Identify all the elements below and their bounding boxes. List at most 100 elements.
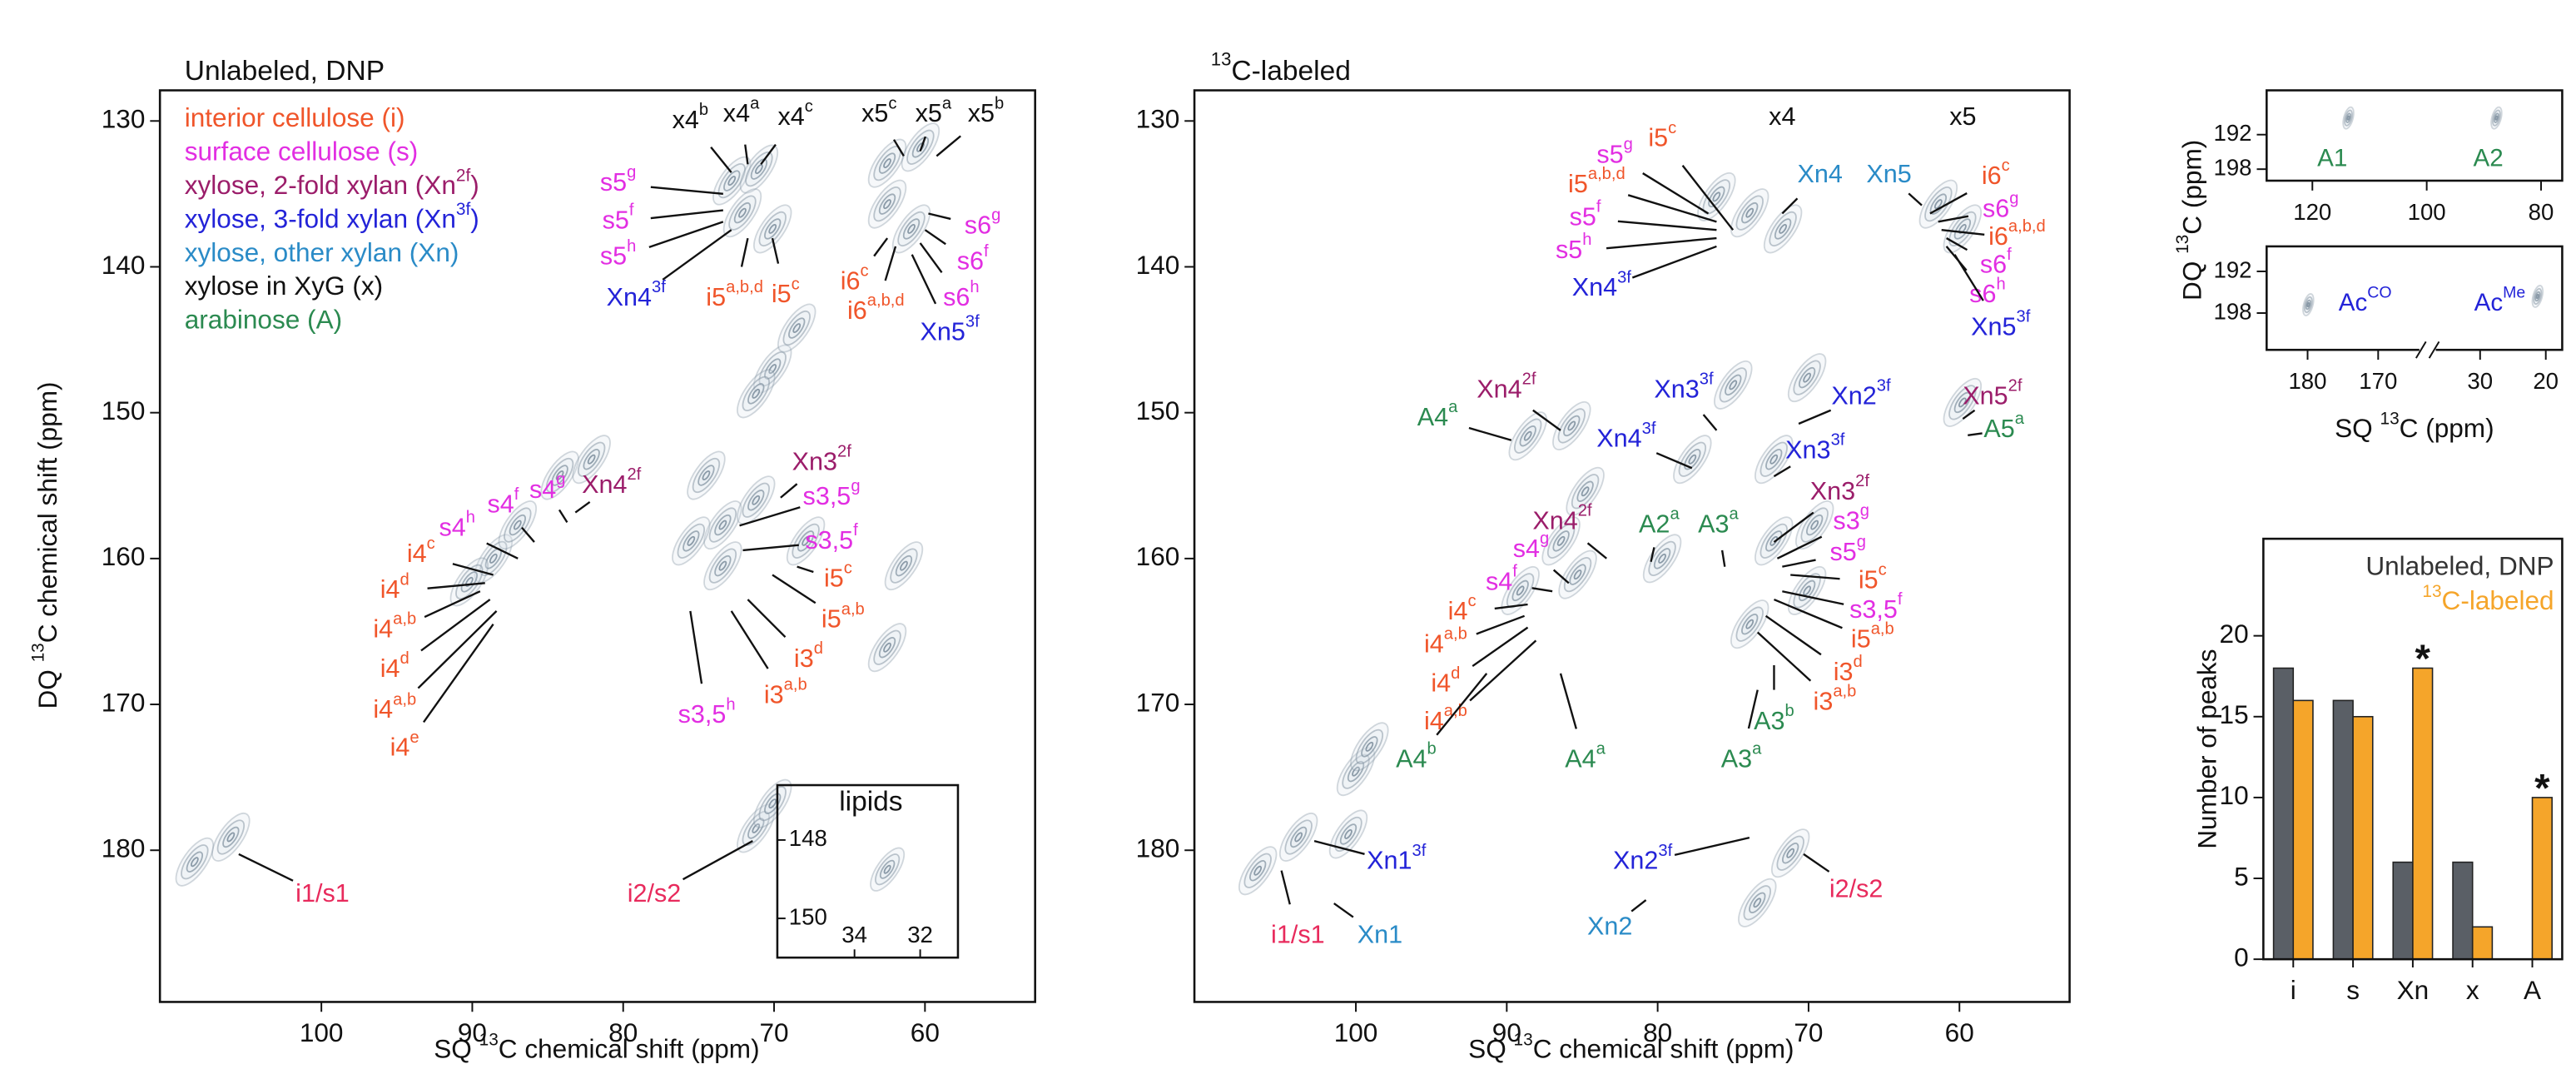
- leader-line: [1946, 237, 1968, 251]
- peak-label-part: a: [1729, 505, 1739, 524]
- contour-peak: [1278, 812, 1318, 862]
- x-tick-label: 80: [2529, 199, 2554, 225]
- contour-peak: [718, 560, 727, 571]
- peak-label-part: i5: [772, 280, 792, 308]
- leader-line: [422, 623, 494, 724]
- peak-label-part: i2/s2: [1829, 874, 1884, 903]
- peak-label-part: Xn1: [1367, 847, 1412, 875]
- contour-peak: [1714, 360, 1753, 410]
- contour-peak: [1769, 454, 1779, 465]
- y-tick-label: 140: [1136, 250, 1180, 280]
- contour-peak: [883, 642, 891, 653]
- leader-line: [1333, 903, 1354, 918]
- contour-peak: [714, 554, 732, 577]
- contour-peak: [747, 383, 765, 405]
- contour-peak: [867, 179, 907, 229]
- leader-line: [1674, 837, 1750, 857]
- contour-peak: [572, 435, 611, 485]
- leader-line: [1781, 197, 1799, 215]
- leader-line: [420, 599, 491, 652]
- contour-peak: [1339, 823, 1357, 845]
- leader-line: [452, 563, 494, 576]
- peak-label-part: a: [750, 95, 760, 113]
- contour-peak: [687, 450, 726, 500]
- peak-label: s5g: [1829, 533, 1865, 566]
- contour-peak: [718, 520, 727, 530]
- contour-peak: [697, 465, 715, 486]
- peak-label-part: s3: [1833, 506, 1859, 535]
- contour-peak: [1653, 548, 1671, 569]
- peak-label-part: A4: [1565, 745, 1596, 773]
- contour-peak: [753, 778, 792, 828]
- peak-label-part: 3f: [1831, 431, 1845, 450]
- peak-label: Xn23f: [1831, 377, 1891, 410]
- peak-label: s5g: [1596, 136, 1633, 169]
- peak-label-part: s5: [600, 242, 627, 271]
- peak-label-part: a: [1752, 740, 1762, 758]
- contour-peak: [1745, 619, 1755, 629]
- peak-label-part: c: [861, 262, 869, 281]
- contour-peak: [1749, 892, 1766, 914]
- leader-line: [919, 242, 943, 273]
- peak-label-part: a,b: [393, 691, 416, 709]
- peak-label: i4a,b: [373, 691, 416, 724]
- contour-peak: [1558, 549, 1597, 599]
- peak-label-part: c: [844, 559, 852, 578]
- contour-peak: [747, 818, 765, 839]
- leader-line: [911, 254, 937, 305]
- x-axis-label: SQ 13C chemical shift (ppm): [434, 1030, 759, 1064]
- contour-peak: [1576, 480, 1594, 502]
- leader-line: [739, 506, 801, 527]
- peak-label-part: i1/s1: [1271, 921, 1325, 949]
- contour-peak: [768, 364, 777, 375]
- contour-peak: [722, 188, 762, 238]
- contour-peak: [879, 859, 896, 879]
- peak-label: i3d: [794, 640, 823, 674]
- peak-label-part: A1: [2317, 144, 2347, 172]
- peak-label: s5h: [1556, 231, 1592, 264]
- peak-label-part: a,b: [784, 676, 807, 694]
- bar: [2471, 926, 2494, 960]
- peak-label: Xn42f: [582, 465, 642, 499]
- x-tick-label: 90: [1492, 1017, 1521, 1047]
- peak-label-part: e: [409, 728, 419, 747]
- leader-line: [744, 144, 749, 165]
- y-tick-label: 180: [1136, 833, 1180, 863]
- leader-line: [1764, 614, 1822, 656]
- legend-entry: arabinose (A): [185, 305, 342, 335]
- leader-line: [238, 853, 294, 882]
- peak-label-part: A3: [1721, 745, 1752, 773]
- bar: [2452, 861, 2474, 960]
- contour-peak: [878, 152, 896, 174]
- peak-label-part: Me: [2503, 284, 2525, 302]
- x-tick-label: 60: [1945, 1017, 1974, 1047]
- peak-label-part: 3f: [1642, 420, 1656, 438]
- contour-peak: [723, 170, 741, 191]
- legend-entry: xylose, 2-fold xylan (Xn2f): [185, 166, 479, 200]
- peak-label-part: 3f: [1617, 269, 1631, 287]
- contour-peak: [1763, 204, 1803, 254]
- contour-peak: [1516, 585, 1525, 596]
- x-tick-label: 180: [2288, 368, 2326, 394]
- contour-peak: [1552, 400, 1591, 450]
- leader-line: [710, 146, 732, 173]
- peak-label-part: g: [1624, 136, 1633, 154]
- leader-line: [1702, 414, 1718, 431]
- significance-mark: *: [2534, 767, 2550, 811]
- peak-label-part: i4: [380, 575, 400, 604]
- y-tick-label: 170: [1136, 687, 1180, 717]
- leader-line: [893, 139, 905, 157]
- peak-label-part: Xn3: [1654, 375, 1699, 404]
- peak-label-part: Xn5: [1866, 160, 1911, 188]
- contour-peak: [1365, 741, 1374, 752]
- peak-label-part: Xn4: [1477, 375, 1521, 404]
- contour-peak: [1943, 377, 1983, 427]
- leader-line: [1532, 409, 1561, 431]
- contour-peak: [1253, 865, 1263, 876]
- contour-peak: [752, 495, 761, 505]
- peak-label-part: f: [2007, 246, 2012, 264]
- leader-line: [1494, 603, 1528, 610]
- x-tick-label: Xn: [2397, 975, 2430, 1005]
- contour-peak: [513, 520, 522, 530]
- peak-label-part: c: [427, 535, 435, 553]
